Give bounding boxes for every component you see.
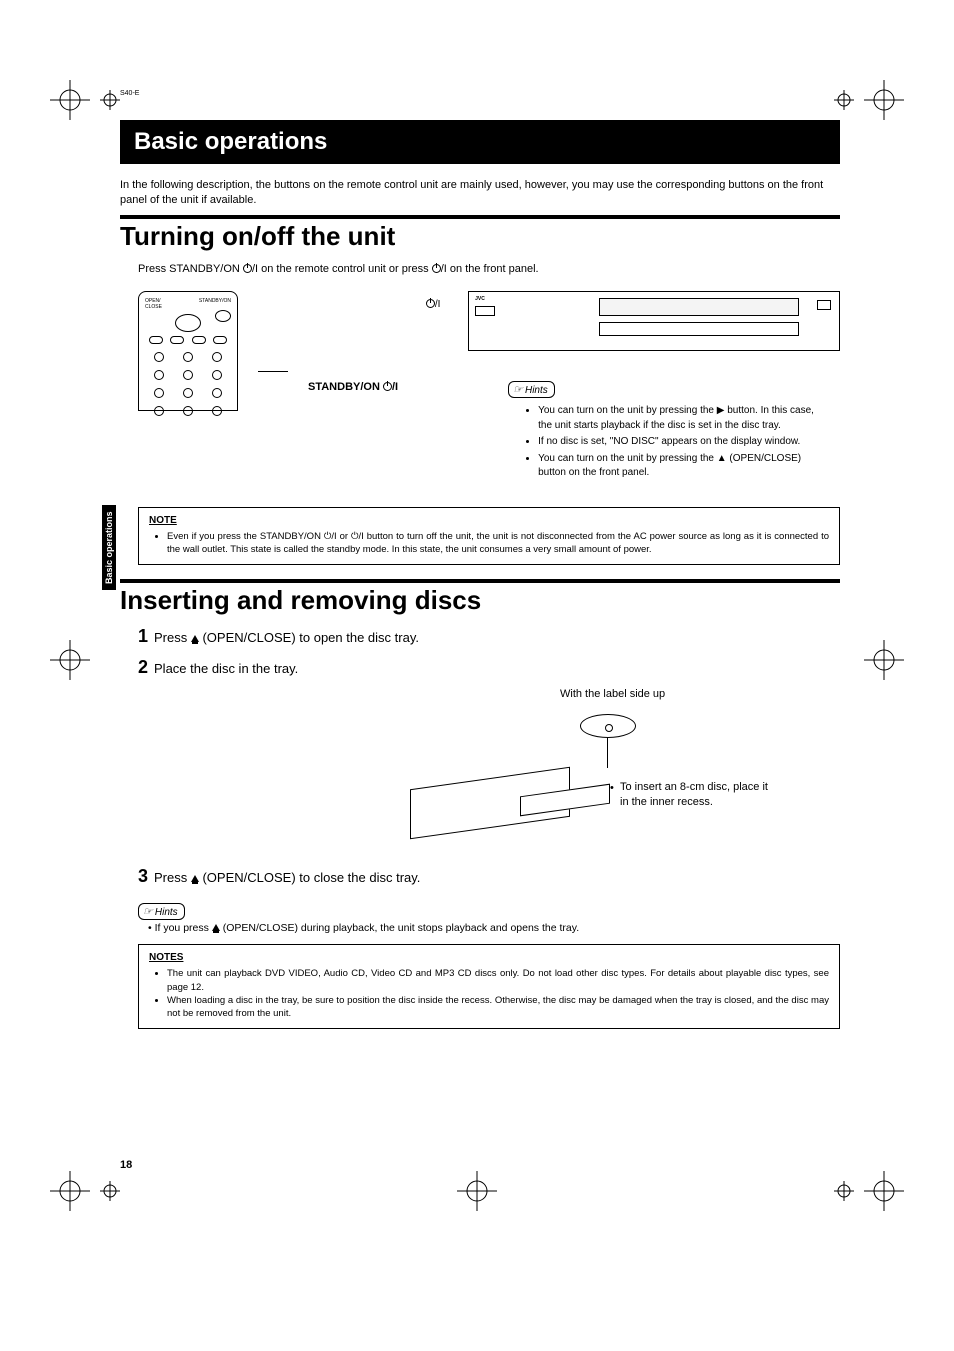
power-icon xyxy=(432,264,441,273)
crop-mark-ml xyxy=(50,640,90,680)
spine-tab: Basic operations xyxy=(102,505,116,590)
notes-heading: NOTES xyxy=(149,951,829,965)
hints-badge: ☞Hints xyxy=(508,381,555,398)
crop-mark-br2 xyxy=(824,1171,864,1211)
disc-insert-figure: With the label side up • To insert an 8-… xyxy=(390,688,770,858)
hints-list: You can turn on the unit by pressing the… xyxy=(538,404,840,481)
diagram-row: OPEN/CLOSESTANDBY/ON STANDBY/ON /I /I JV… xyxy=(138,291,840,483)
notes-item: When loading a disc in the tray, be sure… xyxy=(167,994,829,1021)
turn-on-instruction: Press STANDBY/ON /I on the remote contro… xyxy=(138,262,840,277)
leader-line xyxy=(607,738,608,768)
note-heading: NOTE xyxy=(149,514,829,528)
power-front-label: /I xyxy=(418,299,448,310)
label-side-up: With the label side up xyxy=(560,688,665,700)
player-front-illustration: JVC xyxy=(468,291,840,351)
hint-item: You can turn on the unit by pressing the… xyxy=(538,404,840,433)
page-number: 18 xyxy=(120,1159,132,1171)
power-icon xyxy=(243,264,252,273)
note-body: Even if you press the STANDBY/ON ⏻/I or … xyxy=(167,530,829,557)
section-rule xyxy=(120,215,840,219)
hint-line: If you press (OPEN/CLOSE) during playbac… xyxy=(148,922,840,934)
bullet-icon: • xyxy=(610,782,614,794)
crop-mark-mr xyxy=(864,640,904,680)
crop-mark-tr2 xyxy=(824,80,864,120)
step-text: Press (OPEN/CLOSE) to open the disc tray… xyxy=(154,630,419,645)
instr-prefix: Press STANDBY/ON xyxy=(138,263,243,275)
leader-line xyxy=(258,371,288,372)
notes-item: The unit can playback DVD VIDEO, Audio C… xyxy=(167,967,829,994)
step-number: 3 xyxy=(138,866,148,887)
signature-code: S40-E xyxy=(120,90,139,97)
step-2: 2 Place the disc in the tray. xyxy=(138,657,840,678)
crop-mark-tl xyxy=(50,80,90,120)
section-rule xyxy=(120,579,840,583)
section-title-inserting: Inserting and removing discs xyxy=(120,585,840,616)
power-icon xyxy=(426,299,435,308)
hint-item: You can turn on the unit by pressing the… xyxy=(538,452,840,481)
crop-mark-br xyxy=(864,1171,904,1211)
crop-mark-tr xyxy=(864,80,904,120)
hand-icon: ☞ xyxy=(143,906,153,918)
notes-box: NOTES The unit can playback DVD VIDEO, A… xyxy=(138,944,840,1029)
standby-text: STANDBY/ON xyxy=(308,381,380,393)
page-header: Basic operations xyxy=(120,120,840,164)
hint-item: If no disc is set, "NO DISC" appears on … xyxy=(538,435,840,450)
hand-icon: ☞ xyxy=(513,384,523,396)
insert-8cm-label: To insert an 8-cm disc, place it in the … xyxy=(620,780,770,809)
crop-mark-tl2 xyxy=(90,80,130,120)
step-number: 1 xyxy=(138,626,148,647)
eject-icon xyxy=(191,875,199,882)
crop-mark-bl2 xyxy=(90,1171,130,1211)
page-content: Basic operations Basic operations In the… xyxy=(120,120,840,1029)
power-icon xyxy=(383,382,392,391)
note-box: NOTE Even if you press the STANDBY/ON ⏻/… xyxy=(138,507,840,566)
remote-illustration: OPEN/CLOSESTANDBY/ON xyxy=(138,291,238,411)
player-isometric xyxy=(410,768,610,848)
step-1: 1 Press (OPEN/CLOSE) to open the disc tr… xyxy=(138,626,840,647)
crop-mark-bc xyxy=(457,1171,497,1211)
step-text: Place the disc in the tray. xyxy=(154,661,298,676)
instr-suffix: on the front panel. xyxy=(447,263,539,275)
hints-badge: ☞Hints xyxy=(138,903,185,920)
intro-paragraph: In the following description, the button… xyxy=(120,178,840,209)
standby-callout: STANDBY/ON /I xyxy=(308,381,398,393)
hints-label: Hints xyxy=(525,385,548,396)
eject-icon xyxy=(212,924,220,931)
disc-icon xyxy=(580,714,636,738)
step-number: 2 xyxy=(138,657,148,678)
eject-icon xyxy=(191,635,199,642)
instr-mid: on the remote control unit or press xyxy=(258,263,432,275)
crop-mark-bl xyxy=(50,1171,90,1211)
section-title-turning-on: Turning on/off the unit xyxy=(120,221,840,252)
step-3: 3 Press (OPEN/CLOSE) to close the disc t… xyxy=(138,866,840,887)
step-text: Press (OPEN/CLOSE) to close the disc tra… xyxy=(154,870,420,885)
hints-label: Hints xyxy=(155,907,178,918)
